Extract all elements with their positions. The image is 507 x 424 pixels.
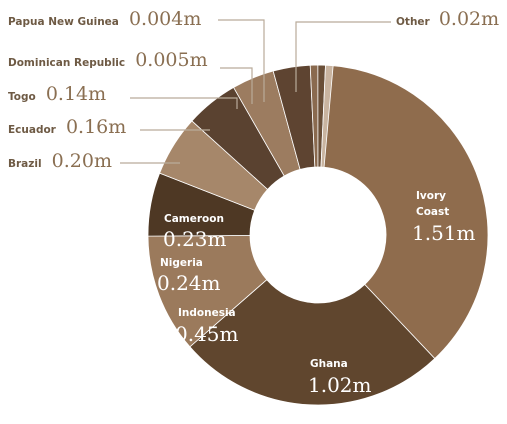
label-ghana: Ghana 1.02m (308, 358, 372, 397)
label-nigeria: Nigeria 0.24m (157, 257, 221, 295)
label-papua-new-guinea-name: Papua New Guinea (8, 16, 119, 28)
label-other-name: Other (396, 16, 431, 28)
slice-ivory-coast (317, 64, 489, 360)
leader-togo (130, 97, 238, 109)
leader-papua-new-guinea (218, 19, 265, 102)
label-ecuador-name: Ecuador (8, 124, 57, 136)
label-papua-new-guinea-value: 0.004m (129, 8, 201, 30)
label-indonesia: Indonesia 0.45m (175, 307, 239, 346)
label-ecuador-value: 0.16m (66, 116, 126, 138)
label-cameroon-name: Cameroon (164, 213, 224, 225)
leader-dominican-republic (220, 67, 253, 104)
label-cameroon: Cameroon 0.23m (163, 213, 227, 251)
label-nigeria-name: Nigeria (160, 257, 203, 269)
label-nigeria-value: 0.24m (157, 271, 221, 295)
label-brazil: Brazil 0.20m (8, 150, 112, 172)
label-ghana-name: Ghana (310, 358, 348, 370)
label-other: Other 0.02m (396, 8, 499, 30)
leader-other (295, 21, 391, 92)
donut-slices (147, 64, 489, 406)
label-dominican-republic-value: 0.005m (135, 49, 207, 71)
label-ivory-coast: Ivory Coast 1.51m (412, 190, 476, 245)
label-togo-name: Togo (8, 91, 36, 103)
label-ivory-coast-value: 1.51m (412, 221, 476, 245)
label-indonesia-name: Indonesia (178, 307, 236, 319)
label-dominican-republic: Dominican Republic 0.005m (8, 49, 208, 71)
label-togo: Togo 0.14m (8, 83, 106, 105)
label-ivory-coast-name-line1: Ivory (416, 190, 446, 202)
label-ghana-value: 1.02m (308, 373, 372, 397)
label-ivory-coast-name-line2: Coast (416, 206, 449, 218)
label-other-value: 0.02m (439, 8, 499, 30)
label-papua-new-guinea: Papua New Guinea 0.004m (8, 8, 201, 30)
label-dominican-republic-name: Dominican Republic (8, 57, 125, 69)
label-brazil-value: 0.20m (52, 150, 112, 172)
label-brazil-name: Brazil (8, 158, 42, 170)
label-cameroon-value: 0.23m (163, 227, 227, 251)
leader-lines (120, 19, 391, 164)
slice-other (320, 64, 334, 168)
label-ecuador: Ecuador 0.16m (8, 116, 126, 138)
label-togo-value: 0.14m (46, 83, 106, 105)
label-indonesia-value: 0.45m (175, 322, 239, 346)
slice-ghana (189, 279, 436, 406)
